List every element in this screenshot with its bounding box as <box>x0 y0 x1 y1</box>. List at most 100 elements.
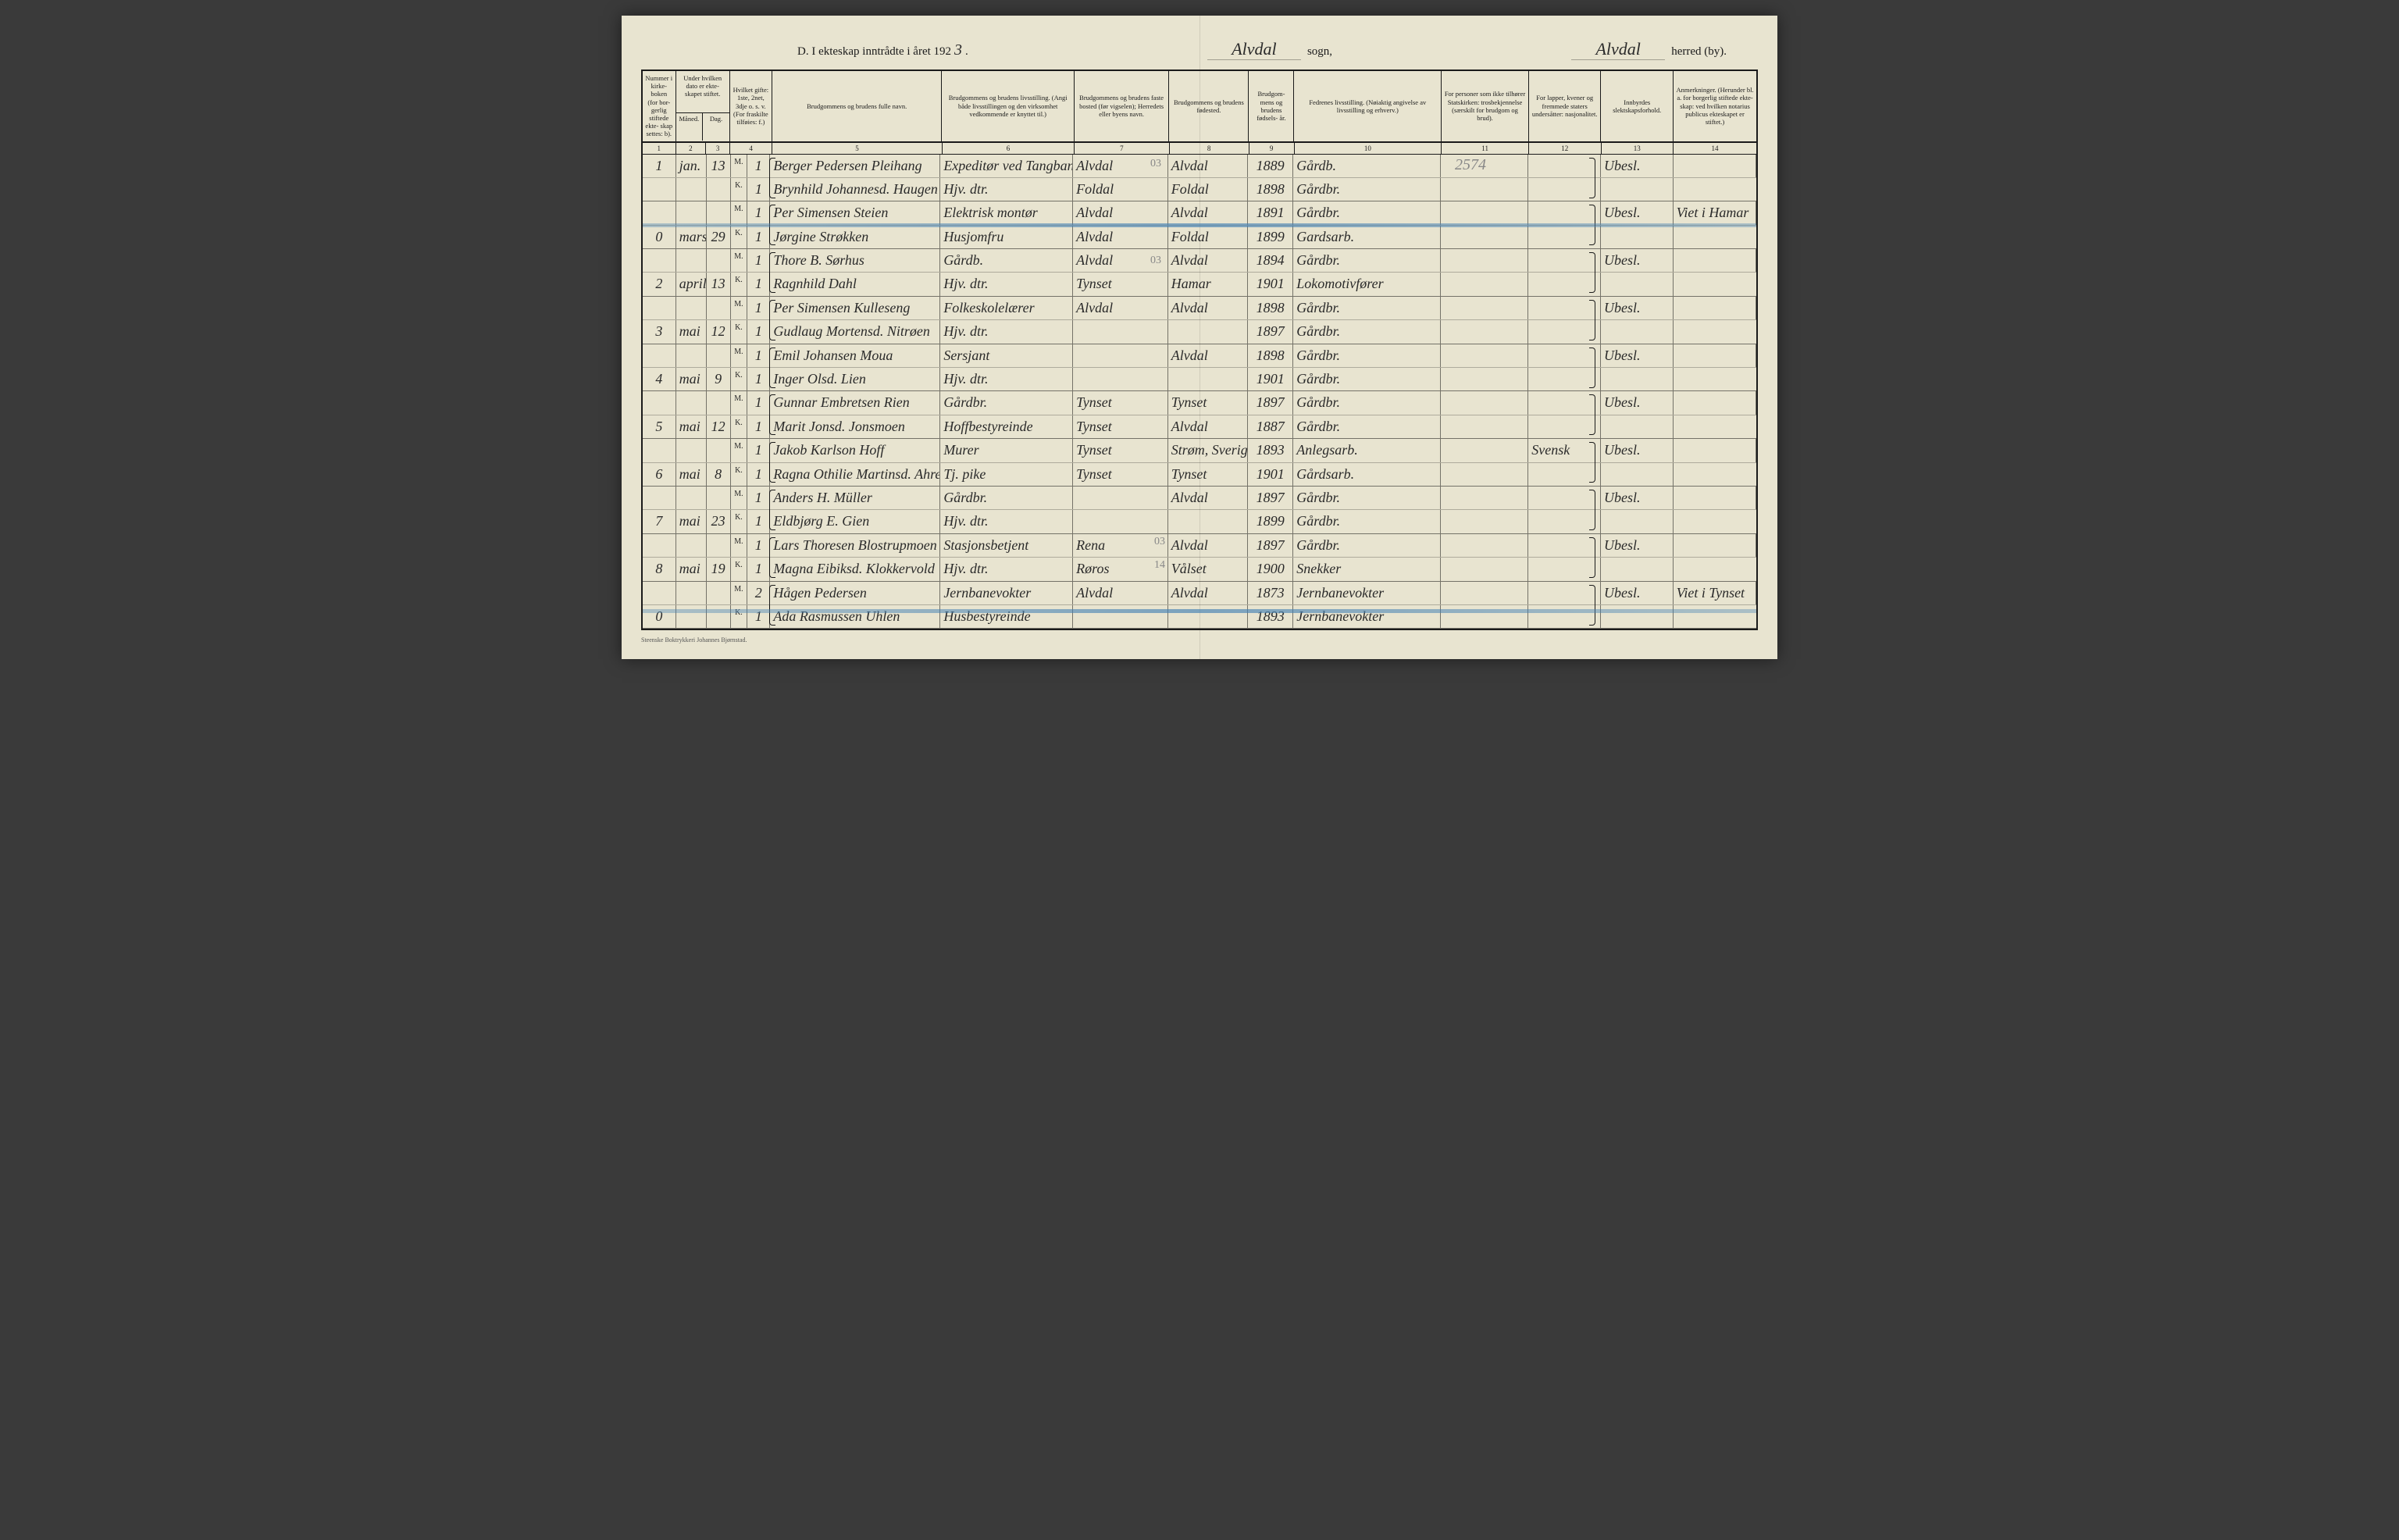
father-occupation: Gårdbr. <box>1293 178 1441 201</box>
nationality <box>1528 178 1601 201</box>
full-name: Magna Eibiksd. Klokkervold <box>770 558 940 580</box>
column-number-row: 1 2 3 4 5 6 7 8 9 10 11 12 13 14 <box>643 143 1756 155</box>
kinship <box>1601 463 1674 486</box>
residence: Tynset <box>1073 463 1168 486</box>
birthplace: Foldal <box>1168 226 1248 248</box>
father-occupation: Lokomotivfører <box>1293 273 1441 295</box>
table-row: 3mai12K.1Gudlaug Mortensd. NitrøenHjv. d… <box>643 320 1756 344</box>
occupation: Tj. pike <box>940 463 1073 486</box>
month: mars <box>676 226 707 248</box>
nationality <box>1528 415 1601 438</box>
num-9: 9 <box>1249 143 1295 154</box>
marriage-order: 1 <box>747 201 770 224</box>
residence: Tynset <box>1073 439 1168 462</box>
birth-year: 1898 <box>1248 297 1293 319</box>
full-name: Gudlaug Mortensd. Nitrøen <box>770 320 940 343</box>
full-name: Hågen Pedersen <box>770 582 940 604</box>
residence <box>1073 320 1168 343</box>
pencil-annot-1: 03 <box>1150 158 1161 170</box>
sex-marker: K. <box>731 273 748 295</box>
father-occupation: Gårdsarb. <box>1293 463 1441 486</box>
father-occupation: Gårdbr. <box>1293 320 1441 343</box>
hdr-c12: For lapper, kvener og fremmede staters u… <box>1529 71 1602 141</box>
sex-marker: K. <box>731 510 748 533</box>
kinship: Ubesl. <box>1601 582 1674 604</box>
month <box>676 391 707 414</box>
num-10: 10 <box>1295 143 1442 154</box>
blue-strike-1 <box>643 223 1756 227</box>
birthplace: Foldal <box>1168 178 1248 201</box>
full-name: Marit Jonsd. Jonsmoen <box>770 415 940 438</box>
confession <box>1441 439 1528 462</box>
printer-credit: Steenske Boktrykkeri Johannes Bjørnstad. <box>641 630 1758 643</box>
day: 29 <box>707 226 731 248</box>
occupation: Folkeskolelærer <box>940 297 1073 319</box>
sex-marker: M. <box>731 391 748 414</box>
residence: Tynset <box>1073 273 1168 295</box>
birth-year: 1889 <box>1248 155 1293 177</box>
occupation: Jernbanevokter <box>940 582 1073 604</box>
title-left: D. I ekteskap inntrådte i året 192 3 . <box>797 41 968 59</box>
day <box>707 297 731 319</box>
father-occupation: Gardsarb. <box>1293 226 1441 248</box>
marriage-order: 1 <box>747 249 770 272</box>
hdr-c11: For personer som ikke tilhører Statskirk… <box>1442 71 1529 141</box>
sex-marker: K. <box>731 368 748 390</box>
title-herred: Alvdal herred (by). <box>1571 39 1727 60</box>
kinship <box>1601 415 1674 438</box>
marriage-order: 1 <box>747 510 770 533</box>
birthplace: Alvdal <box>1168 155 1248 177</box>
marriage-order: 1 <box>747 415 770 438</box>
hdr-c23-top: Under hvilken dato er ekte- skapet stift… <box>676 71 729 113</box>
birth-year: 1899 <box>1248 226 1293 248</box>
day: 9 <box>707 368 731 390</box>
day <box>707 391 731 414</box>
kinship <box>1601 510 1674 533</box>
title-period: . <box>965 45 968 59</box>
residence <box>1073 368 1168 390</box>
num-12: 12 <box>1529 143 1602 154</box>
nationality <box>1528 510 1601 533</box>
hdr-c9: Brudgom- mens og brudens fødsels- år. <box>1249 71 1294 141</box>
month: mai <box>676 368 707 390</box>
num-1: 1 <box>643 143 676 154</box>
remarks <box>1674 534 1756 557</box>
month <box>676 344 707 367</box>
month: mai <box>676 510 707 533</box>
confession <box>1441 368 1528 390</box>
entry-number: 6 <box>643 463 676 486</box>
table-row: M.2Hågen PedersenJernbanevokterAlvdalAlv… <box>643 582 1756 605</box>
table-row: M.1Per Simensen SteienElektrisk montørAl… <box>643 201 1756 225</box>
day: 13 <box>707 155 731 177</box>
num-14: 14 <box>1674 143 1756 154</box>
confession <box>1441 582 1528 604</box>
hdr-c5: Brudgommens og brudens fulle navn. <box>772 71 943 141</box>
birth-year: 1900 <box>1248 558 1293 580</box>
confession <box>1441 487 1528 509</box>
occupation: Husjomfru <box>940 226 1073 248</box>
father-occupation: Gårdbr. <box>1293 415 1441 438</box>
remarks <box>1674 558 1756 580</box>
full-name: Gunnar Embretsen Rien <box>770 391 940 414</box>
month <box>676 201 707 224</box>
day <box>707 534 731 557</box>
kinship <box>1601 558 1674 580</box>
father-occupation: Gårdbr. <box>1293 391 1441 414</box>
month: mai <box>676 463 707 486</box>
sex-marker: M. <box>731 249 748 272</box>
confession <box>1441 391 1528 414</box>
hdr-c3: Dag. <box>703 113 729 141</box>
day <box>707 487 731 509</box>
kinship: Ubesl. <box>1601 297 1674 319</box>
birthplace: Alvdal <box>1168 297 1248 319</box>
entry-number <box>643 487 676 509</box>
kinship: Ubesl. <box>1601 439 1674 462</box>
month <box>676 487 707 509</box>
entry-number: 8 <box>643 558 676 580</box>
nationality <box>1528 226 1601 248</box>
marriage-order: 1 <box>747 391 770 414</box>
remarks <box>1674 439 1756 462</box>
birthplace: Strøm, Sverige <box>1168 439 1248 462</box>
herred-label: herred (by). <box>1671 45 1727 59</box>
occupation: Gårdbr. <box>940 391 1073 414</box>
